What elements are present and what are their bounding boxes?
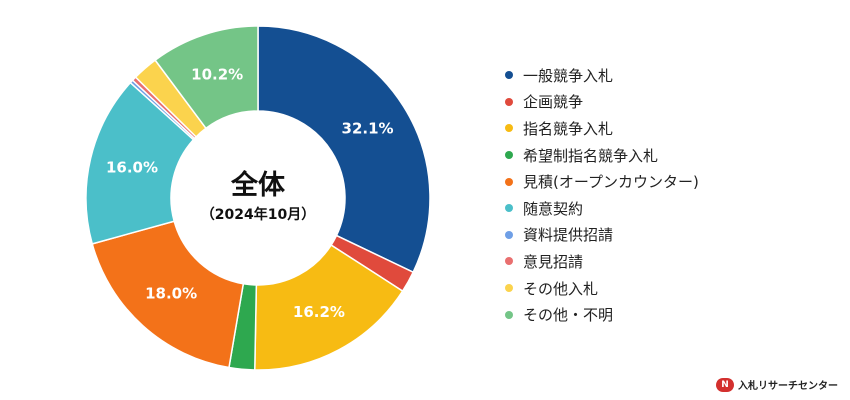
legend-item-6: 随意契約 bbox=[505, 195, 835, 222]
legend-swatch-3 bbox=[505, 124, 513, 133]
pie-slice-3 bbox=[253, 244, 404, 371]
legend-swatch-5 bbox=[505, 177, 513, 186]
legend-item-5: 見積(オープンカウンター) bbox=[505, 168, 835, 195]
chart-center-title: 全体 bbox=[231, 170, 285, 201]
legend-swatch-1 bbox=[505, 71, 513, 80]
legend-label-2: 企画競争 bbox=[523, 93, 584, 112]
slice-data-label-5: 18.0% bbox=[145, 285, 197, 303]
legend-swatch-4 bbox=[505, 151, 513, 160]
legend-label-9: その他入札 bbox=[523, 279, 599, 298]
legend-item-9: その他入札 bbox=[505, 275, 835, 302]
legend-label-5: 見積(オープンカウンター) bbox=[523, 173, 699, 192]
legend-label-4: 希望制指名競争入札 bbox=[523, 146, 659, 165]
legend-item-10: その他・不明 bbox=[505, 301, 835, 328]
donut-chart: 32.1% 16.2% 18.0% 16.0% 10.2% 全体 （2024年10月） bbox=[85, 25, 431, 371]
legend-label-10: その他・不明 bbox=[523, 306, 614, 325]
donut-svg: 32.1% 16.2% 18.0% 16.0% 10.2% bbox=[85, 25, 431, 371]
legend-item-8: 意見招請 bbox=[505, 248, 835, 275]
legend-label-6: 随意契約 bbox=[523, 199, 584, 218]
legend-item-4: 希望制指名競争入札 bbox=[505, 142, 835, 169]
legend-swatch-6 bbox=[505, 204, 513, 213]
legend-item-7: 資料提供招請 bbox=[505, 222, 835, 249]
chart-center-subtitle: （2024年10月） bbox=[200, 207, 316, 223]
slice-data-label-10: 10.2% bbox=[191, 66, 243, 84]
pie-slice-5 bbox=[91, 220, 245, 369]
legend-swatch-9 bbox=[505, 284, 513, 293]
legend-swatch-10 bbox=[505, 310, 513, 319]
legend-label-8: 意見招請 bbox=[523, 252, 584, 271]
legend-label-3: 指名競争入札 bbox=[523, 119, 614, 138]
legend-label-1: 一般競争入札 bbox=[523, 66, 614, 85]
legend-item-3: 指名競争入札 bbox=[505, 115, 835, 142]
legend-swatch-7 bbox=[505, 230, 513, 239]
chart-legend: 一般競争入札 企画競争指名競争入札希望制指名競争入札見積(オープンカウンター) 随意… bbox=[505, 62, 835, 328]
brand-logo-icon: N bbox=[716, 377, 734, 392]
slice-data-label-1: 32.1% bbox=[342, 119, 394, 137]
brand-logo-text: 入札リサーチセンター bbox=[738, 381, 838, 392]
pie-slice-10 bbox=[154, 25, 259, 130]
legend-label-7: 資料提供招請 bbox=[523, 226, 614, 245]
brand-logo: N 入札リサーチセンター bbox=[716, 377, 838, 392]
legend-swatch-2 bbox=[505, 97, 513, 106]
legend-item-1: 一般競争入札 bbox=[505, 62, 835, 89]
slice-data-label-3: 16.2% bbox=[293, 303, 345, 321]
pie-slice-1 bbox=[257, 25, 431, 274]
legend-item-2: 企画競争 bbox=[505, 89, 835, 116]
slice-data-label-6: 16.0% bbox=[106, 159, 158, 177]
legend-swatch-8 bbox=[505, 257, 513, 266]
